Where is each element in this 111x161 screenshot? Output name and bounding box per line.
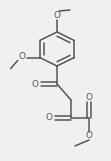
Text: O: O: [54, 10, 60, 19]
Text: O: O: [85, 132, 92, 141]
Text: O: O: [85, 93, 92, 101]
Text: O: O: [46, 114, 53, 123]
Text: O: O: [18, 52, 25, 61]
Text: O: O: [32, 80, 39, 89]
